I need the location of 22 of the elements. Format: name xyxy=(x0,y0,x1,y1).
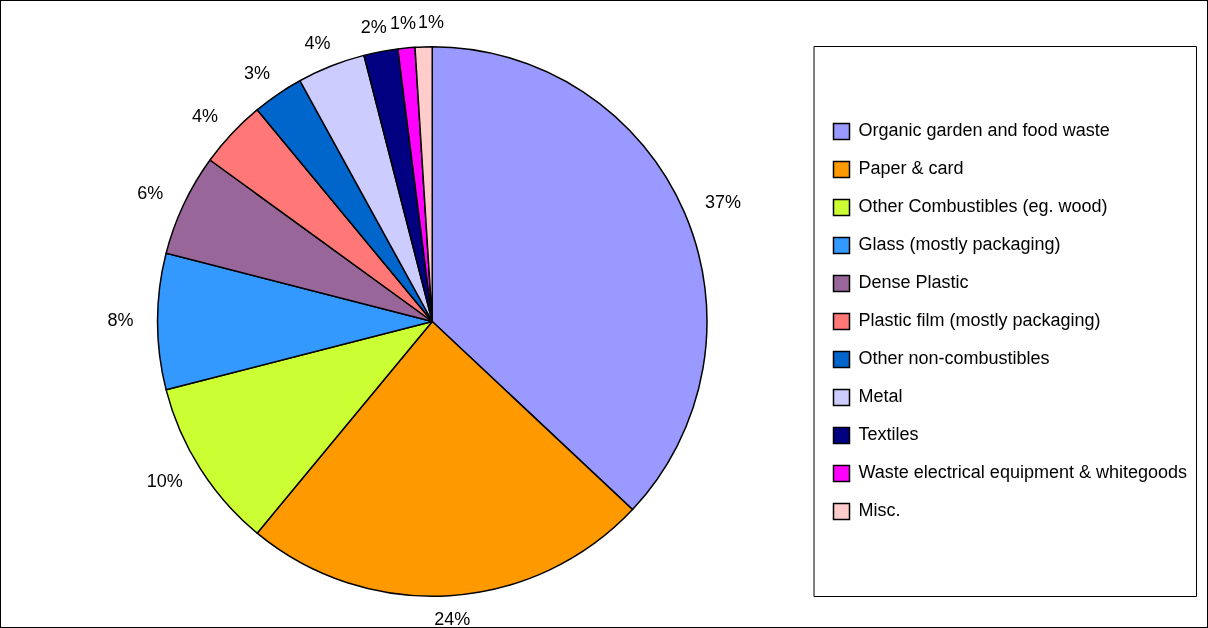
legend-label: Paper & card xyxy=(858,158,964,179)
data-label: 2% xyxy=(360,17,387,38)
data-label: 10% xyxy=(146,470,183,491)
legend-label: Glass (mostly packaging) xyxy=(858,234,1061,255)
data-label: 4% xyxy=(191,105,218,126)
legend-label: Other Combustibles (eg. wood) xyxy=(858,196,1108,217)
legend-label: Misc. xyxy=(858,500,901,521)
legend-label: Dense Plastic xyxy=(858,272,969,293)
data-label: 24% xyxy=(434,608,471,628)
data-label: 8% xyxy=(107,310,134,331)
legend-label: Other non-combustibles xyxy=(858,348,1050,369)
legend-label: Organic garden and food waste xyxy=(858,120,1110,141)
data-label: 6% xyxy=(137,183,164,204)
legend-label: Textiles xyxy=(858,424,919,445)
data-label: 3% xyxy=(244,63,271,84)
data-label: 37% xyxy=(704,191,741,212)
data-label: 1% xyxy=(417,11,444,32)
data-label: 4% xyxy=(304,32,331,53)
data-label: 1% xyxy=(389,13,416,34)
legend-label: Metal xyxy=(858,386,903,407)
legend-label: Plastic film (mostly packaging) xyxy=(858,310,1101,331)
legend-label: Waste electrical equipment & whitegoods xyxy=(858,462,1187,483)
